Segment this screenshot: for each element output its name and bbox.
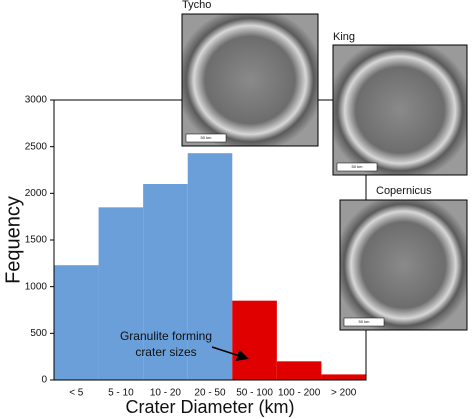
image-label: King — [333, 31, 355, 43]
image-label: Copernicus — [376, 185, 432, 197]
y-axis-label: Fequency — [2, 196, 24, 284]
annotation-arrow — [211, 346, 249, 361]
scale-label: 50 km — [359, 319, 371, 324]
crater-image — [181, 13, 319, 147]
bar — [143, 184, 188, 380]
bar — [321, 374, 366, 380]
x-tick-label: < 5 — [69, 388, 84, 399]
bar — [276, 361, 322, 380]
image-label: Tycho — [182, 0, 211, 11]
y-tick-label: 2500 — [25, 141, 48, 152]
annotation: Granulite forming — [120, 329, 212, 343]
bar — [187, 153, 233, 380]
scale-label: 50 km — [352, 164, 364, 169]
y-tick-label: 2000 — [25, 188, 48, 199]
annotation: crater sizes — [135, 345, 196, 359]
scale-bar — [336, 162, 378, 172]
y-tick-label: 500 — [30, 328, 47, 339]
x-tick-label: > 200 — [331, 388, 357, 399]
crater-image — [332, 44, 468, 176]
x-tick-label: 100 - 200 — [278, 388, 321, 399]
crater-image — [339, 199, 468, 331]
x-tick-label: 50 - 100 — [236, 388, 273, 399]
y-tick-label: 1500 — [25, 235, 48, 246]
x-tick-label: 10 - 20 — [150, 388, 182, 399]
x-tick-label: 5 - 10 — [108, 388, 134, 399]
scale-bar — [343, 317, 385, 327]
y-tick-label: 3000 — [25, 95, 48, 106]
bar — [98, 207, 144, 380]
bar — [232, 300, 277, 380]
x-axis-label: Crater Diameter (km) — [125, 397, 294, 417]
scale-label: 50 km — [201, 135, 213, 140]
bar — [54, 265, 99, 380]
x-tick-label: 20 - 50 — [194, 388, 226, 399]
scale-bar — [185, 133, 227, 143]
y-tick-label: 1000 — [25, 281, 48, 292]
y-tick-label: 0 — [41, 375, 47, 386]
